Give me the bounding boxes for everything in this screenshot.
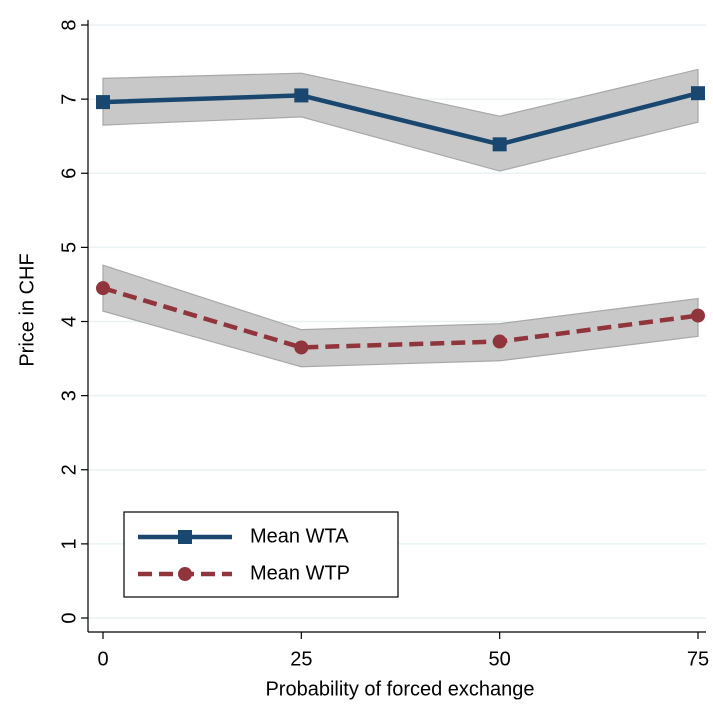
x-tick-label: 50 xyxy=(489,648,511,670)
y-tick-label: 1 xyxy=(58,538,80,549)
series-line xyxy=(102,285,699,350)
confidence-band xyxy=(102,264,699,368)
y-tick-label: 2 xyxy=(58,464,80,475)
marker xyxy=(691,86,705,101)
marker xyxy=(294,88,309,103)
y-tick-label: 3 xyxy=(58,390,80,401)
series-line xyxy=(102,91,699,147)
marker xyxy=(96,95,110,110)
x-axis-title: Probability of forced exchange xyxy=(265,678,534,700)
y-tick-label: 7 xyxy=(58,94,80,105)
legend-label: Mean WTA xyxy=(250,525,349,547)
y-tick-label: 6 xyxy=(58,168,80,179)
legend-marker xyxy=(178,567,192,581)
y-tick-label: 8 xyxy=(58,19,80,30)
marker xyxy=(96,281,110,296)
marker xyxy=(691,308,705,323)
marker xyxy=(492,334,507,349)
x-tick-label: 75 xyxy=(687,648,709,670)
x-tick-label: 0 xyxy=(97,648,108,670)
legend-marker xyxy=(178,530,192,544)
marker xyxy=(294,340,309,355)
legend-label: Mean WTP xyxy=(250,562,350,584)
y-tick-label: 0 xyxy=(58,612,80,623)
legend-box xyxy=(123,511,399,598)
x-tick-label: 25 xyxy=(290,648,312,670)
marker xyxy=(492,137,507,152)
y-axis-title: Price in CHF xyxy=(16,253,38,366)
y-tick-label: 4 xyxy=(58,316,80,327)
y-tick-label: 5 xyxy=(58,242,80,253)
